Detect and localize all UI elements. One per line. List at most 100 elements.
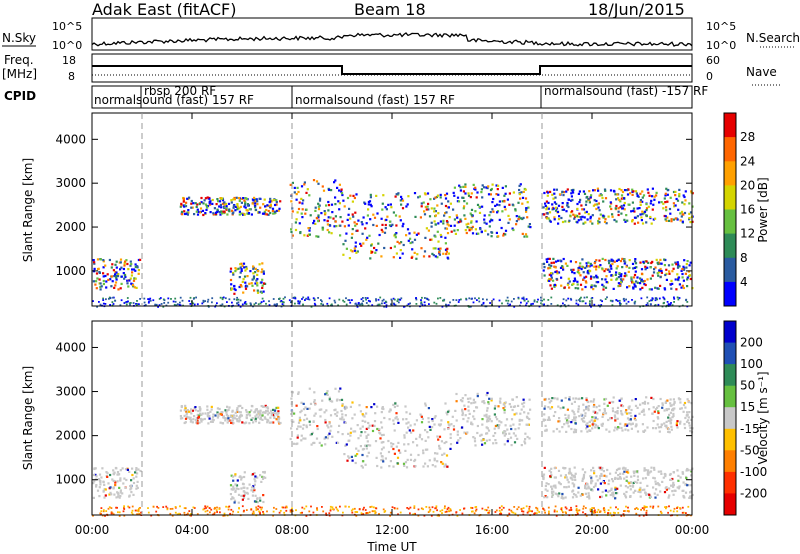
- echo-cell: [278, 207, 281, 210]
- echo-cell: [123, 277, 126, 280]
- echo-cell: [99, 282, 102, 285]
- echo-cell: [552, 261, 555, 264]
- echo-cell: [609, 265, 613, 268]
- echo-cell: [490, 397, 493, 400]
- echo-cell: [447, 427, 450, 430]
- near-range-echo: [436, 509, 438, 512]
- echo-cell: [489, 218, 493, 221]
- near-range-echo: [206, 509, 209, 512]
- echo-cell: [255, 413, 258, 416]
- echo-cell: [596, 203, 599, 206]
- echo-cell: [450, 230, 453, 233]
- echo-cell: [321, 399, 324, 402]
- echo-cell: [646, 470, 650, 473]
- echo-cell: [447, 423, 450, 426]
- echo-cell: [236, 408, 239, 412]
- echo-cell: [667, 419, 670, 422]
- near-range-echo: [236, 302, 238, 305]
- echo-cell: [500, 226, 503, 230]
- near-range-echo: [444, 505, 446, 508]
- echo-cell: [259, 474, 262, 477]
- echo-cell: [544, 488, 547, 491]
- echo-cell: [601, 283, 604, 286]
- echo-cell: [236, 410, 239, 413]
- echo-cell: [135, 475, 138, 478]
- near-range-echo: [131, 509, 134, 512]
- echo-cell: [117, 273, 120, 276]
- echo-cell: [462, 417, 465, 421]
- echo-cell: [676, 426, 679, 429]
- echo-cell: [262, 471, 265, 474]
- near-range-echo: [317, 297, 319, 299]
- echo-cell: [553, 467, 556, 470]
- near-range-echo: [499, 511, 502, 514]
- echo-cell: [563, 286, 566, 289]
- near-range-echo: [652, 505, 655, 508]
- echo-cell: [331, 400, 334, 403]
- echo-cell: [190, 419, 193, 422]
- echo-cell: [650, 466, 653, 469]
- echo-cell: [244, 197, 247, 200]
- echo-cell: [551, 487, 554, 490]
- echo-cell: [209, 211, 212, 214]
- echo-cell: [619, 200, 622, 203]
- echo-cell: [253, 489, 256, 492]
- echo-cell: [324, 443, 327, 446]
- echo-cell: [667, 430, 670, 433]
- echo-cell: [645, 396, 648, 399]
- echo-cell: [136, 266, 139, 269]
- echo-cell: [663, 472, 666, 476]
- echo-cell: [522, 398, 525, 401]
- echo-cell: [502, 407, 505, 410]
- echo-cell: [603, 188, 607, 191]
- echo-cell: [300, 434, 303, 437]
- echo-cell: [328, 422, 331, 425]
- echo-cell: [500, 421, 503, 424]
- x-tick-label: 08:00: [275, 523, 310, 537]
- near-range-echo: [673, 296, 675, 299]
- echo-cell: [335, 225, 338, 228]
- near-range-echo: [578, 299, 580, 301]
- echo-cell: [244, 269, 247, 272]
- echo-cell: [556, 272, 559, 275]
- echo-cell: [234, 411, 237, 414]
- near-range-echo: [284, 296, 286, 299]
- echo-cell: [454, 232, 457, 235]
- echo-cell: [601, 466, 604, 470]
- near-range-echo: [685, 299, 687, 302]
- echo-cell: [610, 487, 613, 490]
- echo-cell: [426, 431, 429, 434]
- echo-cell: [328, 224, 331, 227]
- echo-cell: [643, 283, 646, 286]
- echo-cell: [566, 422, 569, 425]
- echo-cell: [443, 214, 446, 217]
- echo-cell: [593, 419, 597, 422]
- near-range-echo: [643, 506, 646, 509]
- echo-cell: [573, 466, 576, 469]
- near-range-echo: [214, 507, 216, 509]
- echo-cell: [481, 184, 484, 187]
- echo-cell: [302, 423, 305, 427]
- echo-cell: [125, 478, 128, 482]
- echo-cell: [504, 233, 507, 236]
- echo-cell: [543, 266, 546, 269]
- echo-cell: [489, 193, 492, 196]
- echo-cell: [219, 421, 222, 424]
- echo-cell: [220, 411, 223, 414]
- echo-cell: [497, 427, 500, 430]
- echo-cell: [624, 411, 627, 414]
- echo-cell: [468, 412, 471, 415]
- near-range-echo: [345, 303, 348, 306]
- echo-cell: [437, 240, 440, 243]
- echo-cell: [459, 218, 462, 221]
- echo-cell: [434, 465, 437, 468]
- echo-cell: [572, 282, 575, 285]
- echo-cell: [653, 477, 656, 480]
- echo-cell: [546, 418, 549, 421]
- echo-cell: [356, 229, 359, 232]
- near-range-echo: [634, 300, 637, 303]
- echo-cell: [339, 216, 342, 219]
- echo-cell: [421, 417, 424, 420]
- echo-cell: [562, 257, 565, 261]
- near-range-echo: [310, 305, 313, 308]
